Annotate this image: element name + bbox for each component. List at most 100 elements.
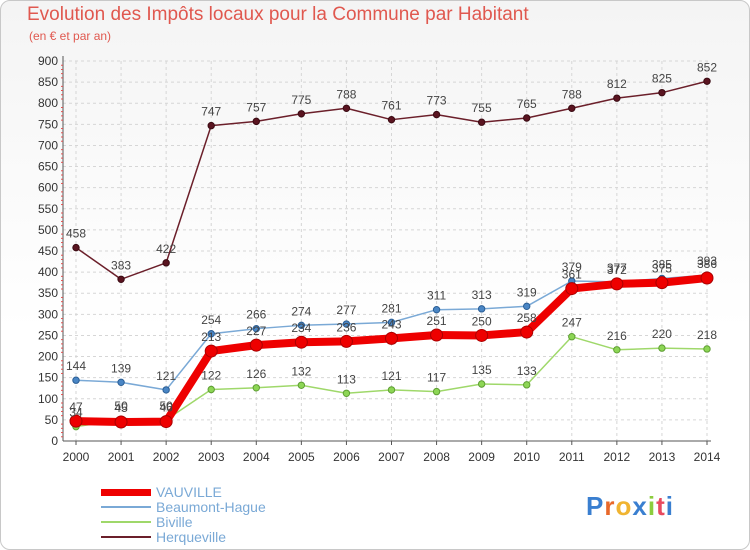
data-point-herqueville (658, 88, 666, 97)
data-point-beaumont-hague (387, 318, 396, 327)
data-point-biville (658, 344, 666, 352)
data-point-herqueville (207, 121, 215, 130)
data-label-beaumont-hague: 254 (201, 313, 221, 327)
x-tick-label: 2010 (513, 450, 540, 464)
y-tick-label: 0 (51, 434, 58, 448)
data-point-biville (613, 346, 621, 354)
data-label-beaumont-hague: 311 (427, 289, 446, 303)
data-point-vauville (339, 334, 353, 348)
data-label-biville: 121 (381, 369, 401, 383)
legend-label-vauville: VAUVILLE (156, 484, 222, 500)
data-point-vauville (159, 415, 173, 429)
data-label-beaumont-hague: 377 (607, 261, 627, 275)
data-point-beaumont-hague (162, 386, 170, 394)
data-label-herqueville: 788 (562, 87, 582, 101)
data-point-vauville (565, 282, 579, 296)
proxiti-logo: Proxiti (586, 491, 674, 522)
data-label-vauville: 227 (246, 324, 266, 338)
data-point-herqueville (568, 104, 576, 112)
data-label-beaumont-hague: 379 (562, 260, 582, 274)
data-point-beaumont-hague (72, 376, 80, 384)
data-point-beaumont-hague (477, 305, 486, 313)
data-point-biville (207, 385, 215, 394)
x-tick-label: 2005 (288, 450, 315, 464)
y-tick-label: 450 (38, 244, 58, 258)
data-label-beaumont-hague: 313 (472, 288, 492, 302)
data-point-biville (297, 381, 306, 389)
data-point-vauville (294, 335, 308, 349)
data-label-biville: 113 (337, 372, 356, 386)
data-point-biville (477, 380, 486, 388)
legend-item-beaumont-hague: Beaumont-Hague (101, 499, 361, 515)
y-tick-label: 650 (38, 160, 58, 174)
data-label-herqueville: 825 (652, 72, 672, 86)
data-label-vauville: 45 (114, 401, 128, 415)
data-label-beaumont-hague: 385 (652, 257, 672, 271)
data-point-herqueville (342, 104, 351, 112)
data-point-biville (523, 381, 531, 389)
y-tick-label: 250 (38, 328, 58, 342)
data-label-herqueville: 852 (697, 60, 717, 74)
y-tick-label: 50 (45, 413, 59, 427)
line-chart: 0501001502002503003504004505005506006507… (38, 54, 721, 464)
data-point-beaumont-hague (432, 305, 441, 314)
data-label-vauville: 372 (607, 263, 627, 277)
data-label-biville: 247 (562, 316, 582, 330)
y-tick-label: 850 (38, 75, 58, 89)
data-point-herqueville (117, 275, 125, 283)
data-point-vauville (69, 414, 83, 428)
axes: 0501001502002503003504004505005506006507… (38, 54, 721, 464)
x-tick-label: 2001 (108, 450, 135, 464)
data-label-vauville: 386 (697, 257, 717, 271)
data-label-biville: 50 (159, 399, 173, 413)
data-point-beaumont-hague (117, 378, 125, 387)
y-tick-label: 150 (38, 371, 58, 385)
data-point-herqueville (387, 115, 396, 124)
x-tick-label: 2000 (63, 450, 90, 464)
legend-swatch-biville (101, 521, 151, 523)
data-point-herqueville (613, 94, 621, 102)
data-label-biville: 122 (201, 368, 221, 382)
logo-letter: r (604, 491, 616, 521)
data-label-herqueville: 775 (291, 93, 311, 107)
data-label-biville: 220 (652, 327, 672, 341)
data-point-vauville (700, 271, 714, 285)
data-label-biville: 133 (517, 364, 537, 378)
x-tick-label: 2012 (604, 450, 631, 464)
data-point-biville (252, 384, 260, 392)
data-point-herqueville (252, 117, 260, 126)
data-label-beaumont-hague: 277 (336, 303, 356, 317)
data-point-vauville (655, 276, 669, 290)
x-tick-label: 2011 (559, 450, 585, 464)
logo-letter: P (586, 491, 605, 521)
y-tick-label: 300 (38, 307, 58, 321)
data-label-herqueville: 788 (336, 87, 356, 101)
y-tick-label: 900 (38, 54, 58, 68)
data-label-biville: 132 (291, 364, 311, 378)
data-point-vauville (249, 338, 263, 352)
data-point-biville (387, 386, 396, 394)
logo-letter: i (647, 491, 657, 521)
data-label-beaumont-hague: 139 (111, 361, 131, 375)
data-label-vauville: 236 (336, 320, 356, 334)
y-tick-label: 350 (38, 286, 58, 300)
data-point-beaumont-hague (523, 302, 531, 311)
x-tick-label: 2002 (153, 450, 180, 464)
data-point-herqueville (297, 110, 306, 118)
y-tick-label: 550 (38, 202, 58, 216)
y-tick-label: 400 (38, 265, 58, 279)
data-point-beaumont-hague (297, 321, 306, 330)
legend-swatch-vauville (101, 489, 151, 496)
data-point-herqueville (523, 114, 531, 122)
data-label-beaumont-hague: 393 (697, 254, 717, 268)
data-label-biville: 50 (114, 399, 128, 413)
data-point-beaumont-hague (207, 330, 215, 338)
data-label-biville: 126 (246, 367, 266, 381)
legend-label-biville: Biville (156, 514, 193, 530)
data-point-beaumont-hague (252, 324, 260, 333)
data-point-biville (432, 387, 441, 396)
data-point-vauville (520, 325, 534, 339)
data-point-beaumont-hague (342, 320, 351, 328)
data-point-herqueville (162, 259, 170, 267)
